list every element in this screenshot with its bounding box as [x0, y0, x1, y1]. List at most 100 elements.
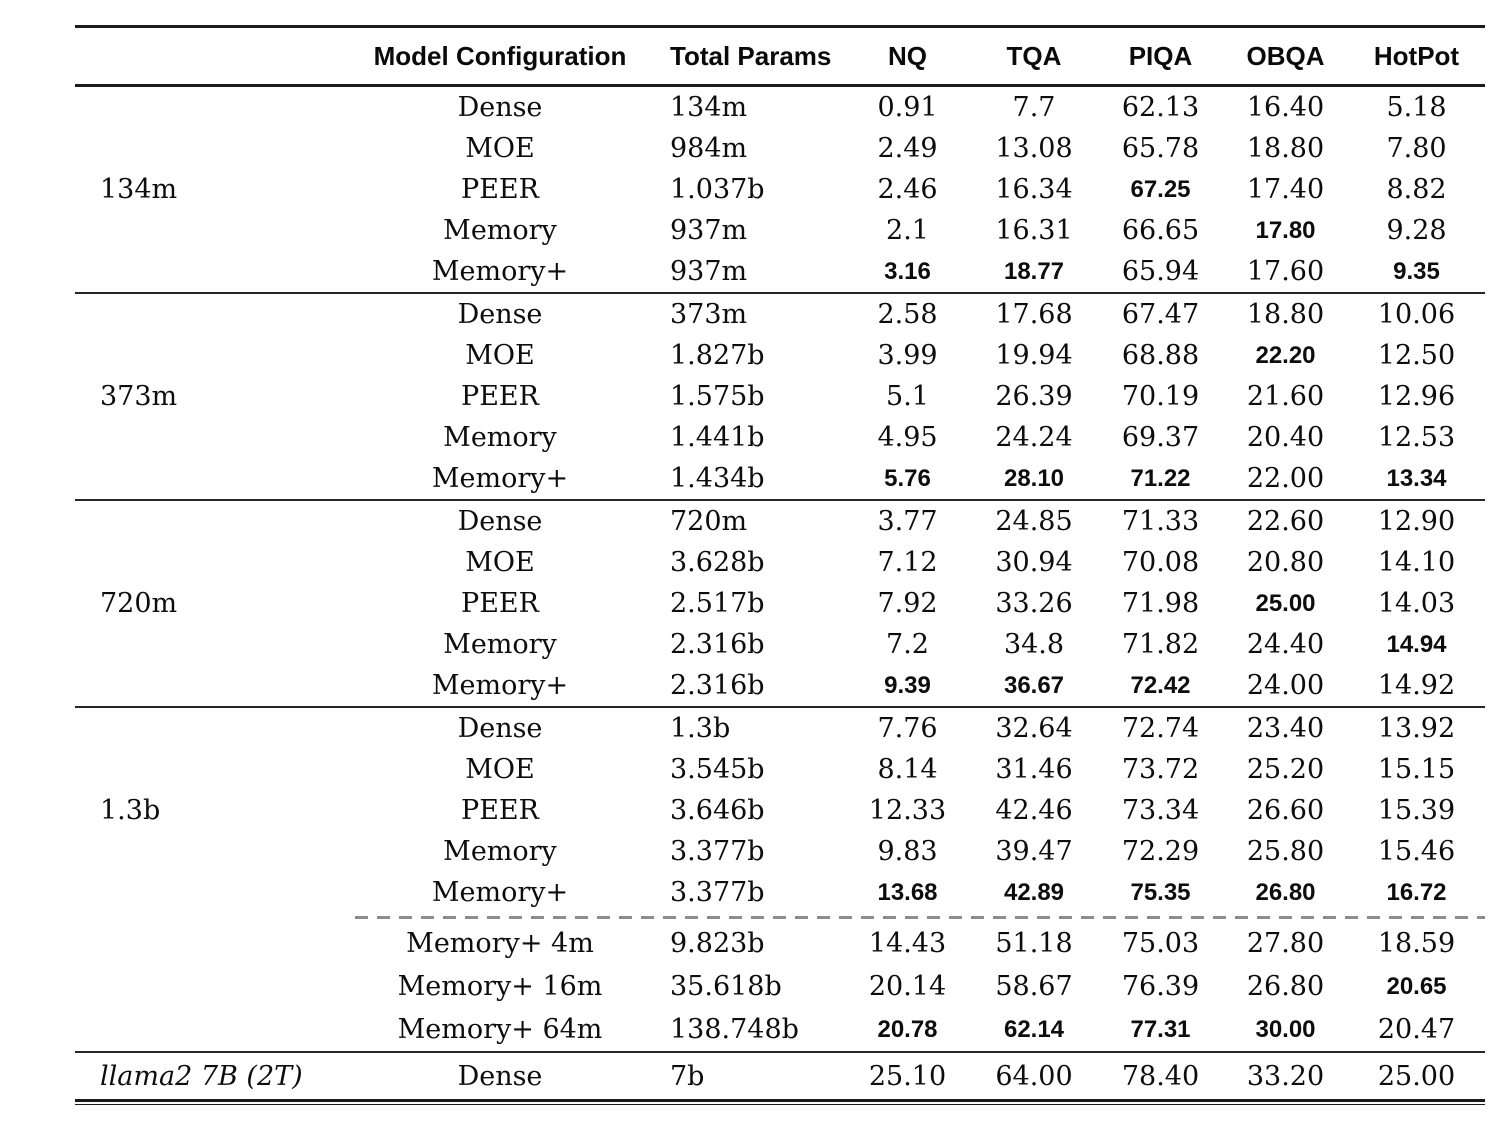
cell-score: 12.96 [1377, 381, 1456, 412]
cell-params: 720m [670, 506, 748, 537]
cell-score: 42.46 [995, 795, 1073, 826]
cell-score: 17.68 [995, 299, 1073, 330]
cell-config: MOE [465, 340, 535, 371]
cell-config: Memory+ 64m [397, 1014, 603, 1045]
cell-config: Memory+ 16m [397, 971, 603, 1002]
cell-config: Memory [443, 422, 557, 453]
cell-params: 3.545b [670, 754, 765, 785]
cell-score: 62.14 [1003, 1015, 1065, 1043]
cell-score: 17.80 [1255, 216, 1316, 244]
cell-score: 65.94 [1121, 256, 1200, 287]
cell-score: 14.10 [1377, 547, 1456, 578]
dashed-separator-row [75, 913, 1485, 922]
cell-score: 17.60 [1246, 256, 1325, 287]
table-row: 720m Dense 720m 3.77 24.85 71.33 22.60 12.90 [75, 500, 1485, 619]
group-720m: 720m Dense 720m 3.77 24.85 71.33 22.60 12.90 MOE… [75, 500, 1485, 707]
cell-score: 15.15 [1377, 754, 1456, 785]
header-row: Model Configuration Total Params NQ TQA PI… [75, 27, 1485, 86]
group-label: llama2 7B (2T) [100, 1060, 303, 1092]
cell-params: 2.316b [670, 629, 765, 660]
dashed-rule [355, 916, 1485, 919]
table-row: Memory 3.377b 9.83 39.47 72.29 25.80 15.46 [75, 831, 1485, 872]
cell-config: Memory [443, 215, 557, 246]
col-header-model-configuration: Model Configuration [373, 40, 627, 71]
cell-score: 71.33 [1121, 506, 1200, 537]
cell-score: 25.20 [1246, 754, 1325, 785]
cell-score: 24.00 [1246, 670, 1325, 701]
cell-config: Memory+ [431, 463, 569, 494]
cell-score: 19.94 [995, 340, 1073, 371]
cell-score: 33.20 [1246, 1060, 1325, 1092]
cell-score: 18.80 [1246, 299, 1325, 330]
cell-config: PEER [461, 381, 539, 412]
cell-score: 22.20 [1255, 341, 1316, 369]
cell-score: 27.80 [1246, 928, 1325, 959]
cell-score: 26.80 [1246, 971, 1325, 1002]
cell-params: 35.618b [670, 971, 782, 1002]
cell-params: 1.575b [670, 381, 765, 412]
cell-score: 42.89 [1003, 878, 1065, 906]
cell-score: 71.22 [1130, 464, 1191, 492]
col-header-nq: NQ [888, 40, 927, 71]
cell-score: 24.24 [995, 422, 1073, 453]
cell-params: 1.037b [670, 174, 765, 205]
cell-score: 25.00 [1255, 589, 1316, 617]
cell-score: 30.00 [1255, 1015, 1316, 1043]
cell-params: 937m [670, 256, 748, 287]
cell-score: 7.12 [877, 547, 938, 578]
cell-params: 1.441b [670, 422, 765, 453]
cell-score: 36.67 [1003, 671, 1065, 699]
cell-config: Dense [457, 92, 543, 123]
cell-score: 20.14 [868, 971, 947, 1002]
cell-score: 3.99 [877, 340, 938, 371]
cell-score: 30.94 [995, 547, 1073, 578]
cell-score: 9.35 [1393, 257, 1440, 285]
dashed-separator [355, 913, 1485, 922]
cell-score: 69.37 [1121, 422, 1200, 453]
cell-score: 72.29 [1121, 836, 1200, 867]
cell-score: 28.10 [1003, 464, 1065, 492]
cell-score: 22.60 [1246, 506, 1325, 537]
group-llama2-7b-2t: llama2 7B (2T) Dense 7b 25.10 64.00 78.40 33.2… [75, 1052, 1485, 1099]
cell-score: 12.50 [1377, 340, 1456, 371]
cell-config: Dense [457, 713, 543, 744]
dashed-separator-left-gap [75, 913, 355, 922]
cell-score: 39.47 [995, 836, 1073, 867]
cell-score: 9.83 [877, 836, 938, 867]
group-1-3b-extra: Memory+ 4m 9.823b 14.43 51.18 75.03 27.80 18.5… [75, 913, 1485, 1052]
table-row: llama2 7B (2T) Dense 7b 25.10 64.00 78.40 33.2… [75, 1052, 1485, 1099]
cell-score: 18.80 [1246, 133, 1325, 164]
table-row: PEER 3.646b 12.33 42.46 73.34 26.60 15.39 [75, 790, 1485, 831]
cell-params: 3.646b [670, 795, 765, 826]
group-label-spacer [75, 922, 355, 1052]
table-row: Memory 937m 2.1 16.31 66.65 17.80 9.28 [75, 210, 1485, 251]
cell-score: 20.65 [1386, 972, 1447, 1000]
cell-score: 20.40 [1246, 422, 1325, 453]
cell-config: MOE [465, 547, 535, 578]
cell-config: Memory+ [431, 256, 569, 287]
cell-score: 2.49 [877, 133, 938, 164]
table-row: 134m Dense 134m 0.91 7.7 62.13 16.40 5.18 [75, 86, 1485, 205]
cell-score: 18.59 [1377, 928, 1456, 959]
table-row: Memory+ 2.316b 9.39 36.67 72.42 24.00 14.92 [75, 665, 1485, 707]
cell-score: 15.39 [1377, 795, 1456, 826]
cell-params: 1.827b [670, 340, 765, 371]
cell-score: 34.8 [1003, 629, 1065, 660]
cell-config: Memory+ [431, 877, 569, 908]
cell-score: 10.06 [1377, 299, 1456, 330]
cell-params: 1.434b [670, 463, 765, 494]
cell-config: Memory+ [431, 670, 569, 701]
cell-score: 7.76 [877, 713, 938, 744]
cell-score: 72.42 [1130, 671, 1191, 699]
cell-score: 9.39 [884, 671, 931, 699]
cell-score: 12.53 [1377, 422, 1456, 453]
col-header-tqa: TQA [1006, 40, 1062, 71]
cell-score: 3.16 [884, 257, 931, 285]
table-row: Memory+ 937m 3.16 18.77 65.94 17.60 9.35 [75, 251, 1485, 293]
cell-score: 70.19 [1121, 381, 1200, 412]
table-row: Memory 1.441b 4.95 24.24 69.37 20.40 12.53 [75, 417, 1485, 458]
cell-score: 51.18 [995, 928, 1073, 959]
cell-score: 25.80 [1246, 836, 1325, 867]
group-label: 1.3b [100, 795, 161, 826]
cell-params: 3.628b [670, 547, 765, 578]
